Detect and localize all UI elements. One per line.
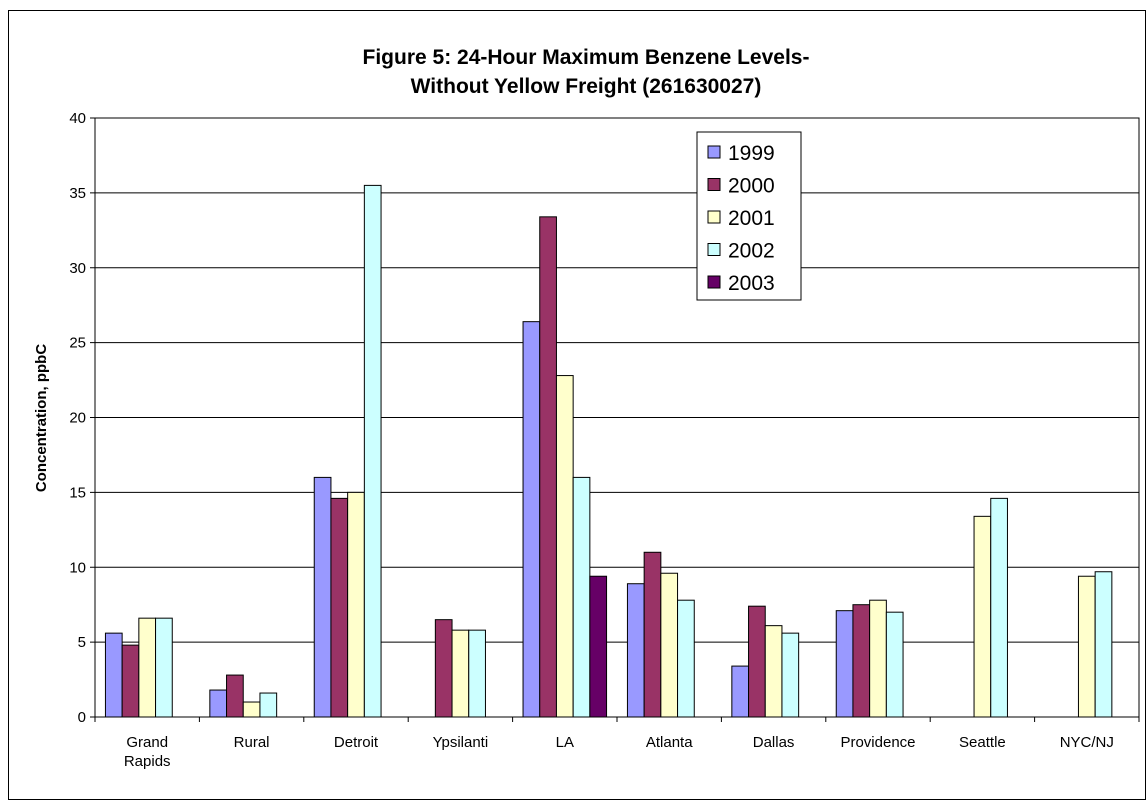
y-tick-label: 30 [69, 260, 86, 277]
bar-2000 [121, 644, 140, 718]
bar-2001 [1077, 575, 1096, 718]
bar-2001 [869, 599, 887, 718]
y-tick-label: 25 [69, 335, 86, 352]
bar-1999 [626, 583, 645, 718]
legend-label-2000: 2000 [728, 175, 775, 198]
legend-swatch-2000 [707, 178, 721, 191]
bar-2002 [259, 692, 278, 718]
y-tick-label: 20 [69, 410, 86, 427]
bar-2001 [555, 375, 574, 718]
bar-2002 [885, 611, 904, 718]
bar-2001 [660, 572, 679, 718]
legend-swatch-2001 [707, 210, 721, 224]
y-tick-label: 15 [69, 484, 86, 501]
bar-1999 [522, 321, 541, 718]
legend-label-2003: 2003 [728, 272, 775, 295]
y-tick-label: 0 [78, 709, 86, 726]
legend: 1999 2000 2001 2002 2003 [696, 131, 802, 301]
bar-2003 [589, 575, 608, 718]
bar-2002 [781, 632, 800, 718]
bar-2002 [468, 629, 486, 718]
y-axis-title: Concentration, ppbC [33, 344, 50, 492]
x-tick-label: Atlanta [646, 734, 693, 751]
bar-2000 [434, 619, 453, 718]
bar-2001 [764, 625, 783, 718]
bar-2000 [226, 674, 244, 718]
x-tick-label: Dallas [753, 734, 795, 751]
bar-2002 [677, 599, 695, 718]
bar-1999 [835, 610, 854, 718]
legend-swatch-2002 [707, 243, 721, 256]
plot-area: 0 5 10 15 20 25 30 35 40 Grand Rapids Rural Detroit Y… [69, 110, 1140, 770]
bar-2002 [572, 476, 591, 718]
legend-swatch-1999 [707, 145, 721, 159]
bar-2000 [539, 216, 557, 718]
x-tick-label: Ypsilanti [433, 734, 489, 751]
bar-2000 [748, 605, 766, 718]
bar-2001 [451, 629, 470, 718]
y-tick-label: 5 [78, 634, 86, 651]
y-tick-label: 40 [69, 110, 86, 127]
bar-2002 [155, 617, 173, 718]
legend-label-2001: 2001 [728, 207, 775, 230]
bar-2002 [1094, 571, 1113, 718]
bar-2001 [138, 617, 157, 718]
bar-2000 [852, 604, 871, 718]
legend-swatch-2003 [707, 275, 721, 289]
bar-2002 [363, 184, 382, 718]
x-tick-label: Rural [234, 734, 270, 751]
legend-label-1999: 1999 [728, 142, 775, 165]
bar-2001 [347, 491, 365, 718]
bar-2000 [330, 497, 349, 718]
bar-1999 [313, 476, 332, 718]
bar-2002 [990, 497, 1008, 718]
bar-1999 [731, 665, 750, 718]
chart-title-line-1: Figure 5: 24-Hour Maximum Benzene Levels… [363, 46, 810, 69]
bar-1999 [209, 689, 228, 718]
bar-1999 [104, 632, 123, 718]
x-tick-label: Rapids [124, 753, 171, 770]
x-tick-label: Grand [126, 734, 168, 751]
chart-title-line-2: Without Yellow Freight (261630027) [411, 75, 762, 98]
x-tick-label: NYC/NJ [1060, 734, 1114, 751]
bar-2000 [643, 551, 662, 718]
y-tick-label: 10 [69, 559, 86, 576]
x-tick-label: Providence [840, 734, 915, 751]
bar-2001 [973, 515, 992, 718]
y-tick-label: 35 [69, 185, 86, 202]
legend-label-2002: 2002 [728, 240, 775, 263]
x-tick-label: LA [556, 734, 574, 751]
x-tick-label: Seattle [959, 734, 1006, 751]
x-tick-label: Detroit [334, 734, 379, 751]
bar-2001 [242, 701, 261, 718]
